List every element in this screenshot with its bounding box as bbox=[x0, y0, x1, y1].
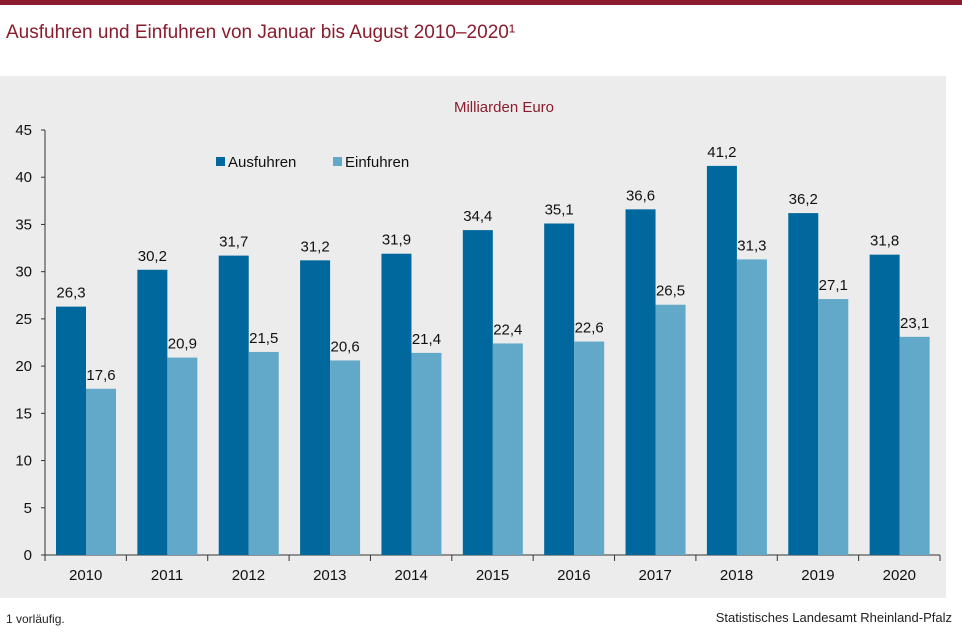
data-label-einfuhren: 26,5 bbox=[656, 283, 685, 300]
y-tick-label: 10 bbox=[15, 453, 32, 470]
data-label-ausfuhren: 34,4 bbox=[463, 208, 492, 225]
x-tick-label: 2016 bbox=[557, 567, 590, 584]
bar-ausfuhren bbox=[625, 209, 656, 556]
data-label-ausfuhren: 31,8 bbox=[870, 233, 899, 250]
x-tick-label: 2017 bbox=[639, 567, 672, 584]
bar-ausfuhren bbox=[137, 269, 168, 555]
bar-ausfuhren bbox=[462, 230, 493, 555]
data-label-ausfuhren: 31,7 bbox=[219, 234, 248, 251]
top-accent-bar bbox=[0, 0, 962, 5]
data-label-ausfuhren: 31,9 bbox=[382, 232, 411, 249]
y-tick-label: 35 bbox=[15, 216, 32, 233]
y-tick-label: 0 bbox=[24, 547, 32, 564]
bar-einfuhren bbox=[899, 336, 930, 555]
x-tick-label: 2019 bbox=[801, 567, 834, 584]
page-title: Ausfuhren und Einfuhren von Januar bis A… bbox=[6, 22, 516, 43]
legend-label-einfuhren: Einfuhren bbox=[345, 154, 409, 171]
data-label-ausfuhren: 36,6 bbox=[626, 187, 655, 204]
y-tick-label: 5 bbox=[24, 500, 32, 517]
legend-swatch-ausfuhren bbox=[216, 157, 225, 166]
data-label-einfuhren: 27,1 bbox=[819, 277, 848, 294]
legend-label-ausfuhren: Ausfuhren bbox=[228, 154, 296, 171]
y-tick-label: 20 bbox=[15, 358, 32, 375]
bar-ausfuhren bbox=[869, 254, 900, 555]
bar-einfuhren bbox=[330, 360, 361, 555]
source-note: Statistisches Landesamt Rheinland-Pfalz bbox=[715, 610, 952, 625]
data-label-einfuhren: 20,9 bbox=[168, 336, 197, 353]
data-label-einfuhren: 23,1 bbox=[900, 315, 929, 332]
data-label-ausfuhren: 26,3 bbox=[56, 285, 85, 302]
x-tick-label: 2010 bbox=[69, 567, 102, 584]
y-tick-label: 40 bbox=[15, 169, 32, 186]
bar-einfuhren bbox=[655, 304, 686, 555]
legend-swatch-einfuhren bbox=[333, 157, 342, 166]
bar-ausfuhren bbox=[381, 253, 412, 555]
data-label-ausfuhren: 41,2 bbox=[707, 144, 736, 161]
bar-ausfuhren bbox=[544, 223, 575, 555]
x-tick-label: 2011 bbox=[151, 567, 183, 584]
data-label-ausfuhren: 35,1 bbox=[545, 202, 574, 219]
x-tick-label: 2018 bbox=[720, 567, 753, 584]
x-tick-label: 2020 bbox=[883, 567, 916, 584]
y-tick-label: 45 bbox=[15, 122, 32, 139]
x-tick-label: 2015 bbox=[476, 567, 509, 584]
data-label-einfuhren: 31,3 bbox=[737, 237, 766, 254]
data-label-einfuhren: 22,6 bbox=[575, 320, 604, 337]
data-label-einfuhren: 20,6 bbox=[330, 338, 359, 355]
bar-ausfuhren bbox=[56, 306, 86, 555]
chart-subtitle: Milliarden Euro bbox=[454, 99, 554, 116]
bar-ausfuhren bbox=[300, 260, 331, 555]
x-tick-label: 2012 bbox=[232, 567, 265, 584]
data-label-einfuhren: 21,4 bbox=[412, 331, 441, 348]
x-tick-label: 2013 bbox=[313, 567, 346, 584]
bar-einfuhren bbox=[574, 341, 605, 555]
data-label-einfuhren: 17,6 bbox=[86, 367, 115, 384]
data-label-ausfuhren: 31,2 bbox=[300, 238, 329, 255]
y-tick-label: 25 bbox=[15, 311, 32, 328]
bar-einfuhren bbox=[818, 299, 849, 555]
data-label-ausfuhren: 36,2 bbox=[789, 191, 818, 208]
y-tick-label: 15 bbox=[15, 405, 32, 422]
data-label-ausfuhren: 30,2 bbox=[138, 248, 167, 265]
bar-einfuhren bbox=[736, 259, 767, 555]
bar-ausfuhren bbox=[218, 255, 249, 555]
bar-ausfuhren bbox=[706, 165, 737, 555]
bar-einfuhren bbox=[492, 343, 523, 555]
bar-einfuhren bbox=[411, 352, 442, 555]
footnote: 1 vorläufig. bbox=[6, 612, 65, 626]
x-tick-label: 2014 bbox=[394, 567, 427, 584]
bar-einfuhren bbox=[248, 351, 279, 555]
bar-einfuhren bbox=[86, 388, 116, 555]
data-label-einfuhren: 21,5 bbox=[249, 330, 278, 347]
bar-ausfuhren bbox=[788, 213, 819, 555]
data-label-einfuhren: 22,4 bbox=[493, 321, 522, 338]
bar-einfuhren bbox=[167, 357, 198, 555]
y-tick-label: 30 bbox=[15, 264, 32, 281]
